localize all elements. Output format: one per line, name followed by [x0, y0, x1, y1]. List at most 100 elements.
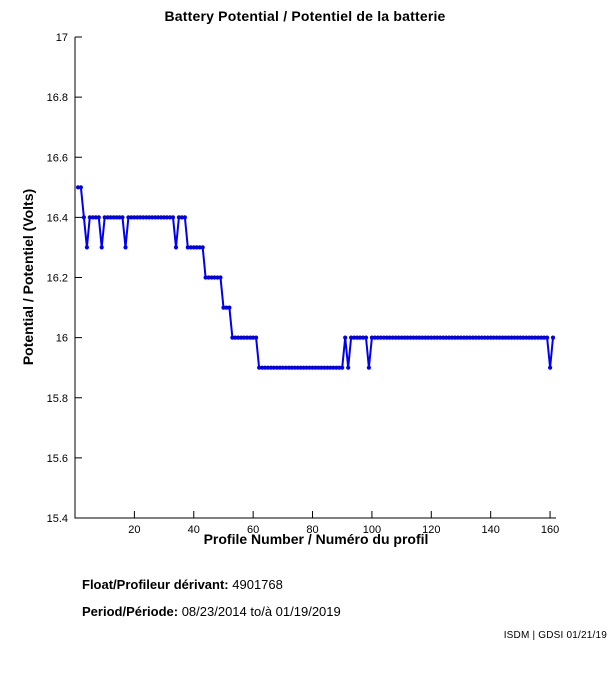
period-line: Period/Période: 08/23/2014 to/à 01/19/20… — [82, 604, 341, 619]
data-point — [274, 365, 279, 370]
data-point — [132, 215, 137, 220]
data-point — [485, 335, 490, 340]
data-point — [277, 365, 282, 370]
data-point — [506, 335, 511, 340]
data-point — [117, 215, 122, 220]
data-point — [343, 335, 348, 340]
data-point — [239, 335, 244, 340]
data-point — [452, 335, 458, 340]
data-point — [84, 245, 89, 250]
y-axis: 15.4 15.6 15.8 16 16.2 16.4 16.6 16.8 17 — [47, 32, 82, 525]
data-point — [491, 335, 496, 340]
data-point — [530, 335, 535, 340]
y-tick-label: 16 — [56, 333, 68, 345]
y-tick-label: 15.6 — [47, 453, 68, 465]
data-point — [307, 365, 312, 370]
data-point — [366, 365, 371, 370]
data-point — [316, 365, 321, 370]
data-point — [138, 215, 143, 220]
data-point — [102, 215, 107, 220]
data-point — [420, 335, 425, 340]
data-point — [135, 215, 140, 220]
data-point — [396, 335, 401, 340]
data-point — [509, 335, 514, 340]
data-point — [159, 215, 164, 220]
data-point — [254, 335, 259, 340]
data-point — [500, 335, 505, 340]
data-point — [162, 215, 167, 220]
data-point — [355, 335, 360, 340]
data-point — [346, 365, 351, 370]
x-axis: 20 40 60 80 100 120 140 160 — [128, 511, 559, 536]
data-point — [322, 365, 327, 370]
data-point — [78, 185, 83, 190]
data-point — [360, 335, 366, 340]
data-point — [221, 305, 226, 310]
x-tick-label: 140 — [481, 524, 499, 536]
data-point — [150, 215, 155, 220]
y-tick-label: 17 — [56, 32, 68, 44]
data-point — [156, 215, 161, 220]
data-point — [197, 245, 202, 250]
data-point — [432, 335, 437, 340]
data-point — [473, 335, 478, 340]
data-point — [99, 245, 104, 250]
data-point — [479, 335, 484, 340]
data-point — [114, 215, 119, 220]
data-point — [224, 305, 229, 310]
data-point — [384, 335, 389, 340]
data-point — [381, 335, 386, 340]
data-point — [476, 335, 481, 340]
data-point — [550, 335, 556, 340]
data-point — [191, 245, 196, 250]
data-point — [262, 365, 268, 370]
x-axis-label: Profile Number / Numéro du profil — [203, 531, 429, 547]
data-point — [111, 215, 116, 220]
data-point — [390, 335, 395, 340]
data-point — [426, 335, 431, 340]
data-point — [87, 215, 92, 220]
data-point — [242, 335, 247, 340]
data-point — [75, 185, 81, 190]
float-id-line: Float/Profileur dérivant: 4901768 — [82, 577, 283, 592]
data-point — [352, 335, 357, 340]
data-point — [399, 335, 404, 340]
data-point — [447, 335, 452, 340]
y-tick-label: 16.2 — [47, 273, 68, 285]
x-tick-label: 160 — [541, 524, 559, 536]
data-point — [292, 365, 297, 370]
data-point — [542, 335, 547, 340]
data-series — [78, 186, 554, 369]
data-point — [170, 215, 176, 220]
x-tick-label: 40 — [188, 524, 200, 536]
data-point — [503, 335, 508, 340]
data-point — [527, 335, 532, 340]
data-point — [167, 215, 173, 220]
data-point — [236, 335, 241, 340]
data-point — [298, 365, 303, 370]
y-tick-label: 16.6 — [47, 152, 68, 164]
data-point — [405, 335, 410, 340]
data-point — [357, 335, 363, 340]
data-point — [414, 335, 419, 340]
data-point — [265, 365, 271, 370]
data-point — [206, 275, 211, 280]
data-point — [144, 215, 149, 220]
axes — [74, 37, 556, 519]
data-point — [429, 335, 434, 340]
x-tick-label: 100 — [363, 524, 381, 536]
period-label: Period/Période: — [82, 604, 179, 619]
data-point — [129, 215, 134, 220]
data-point — [295, 365, 300, 370]
data-point — [203, 275, 208, 280]
x-tick-label: 80 — [306, 524, 318, 536]
data-point — [521, 335, 526, 340]
data-point — [467, 335, 472, 340]
data-point — [209, 275, 214, 280]
data-point — [349, 335, 354, 340]
float-id-label: Float/Profileur dérivant: — [82, 577, 229, 592]
data-point — [141, 215, 146, 220]
data-point — [545, 335, 550, 340]
